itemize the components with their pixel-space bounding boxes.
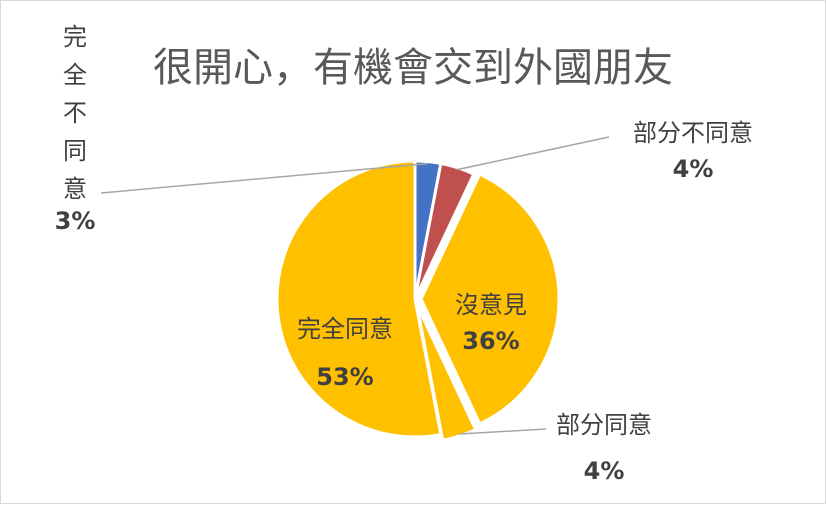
pie-slice-2 [419, 172, 561, 426]
data-label-percent-4: 53% [316, 363, 373, 391]
pie-slice-4 [275, 159, 443, 439]
data-label-percent-2: 36% [462, 327, 519, 355]
data-label-category-0: 全 [63, 61, 87, 89]
data-label-category-2: 沒意見 [455, 291, 527, 319]
pie-slice-3 [415, 304, 478, 443]
data-label-percent-0: 3% [55, 207, 96, 235]
data-label-category-0: 不 [63, 99, 87, 127]
chart-title: 很開心，有機會交到外國朋友 [153, 45, 673, 91]
data-label-category-4: 完全同意 [297, 315, 393, 343]
leader-lines [100, 136, 610, 435]
leader-line-3 [458, 428, 547, 435]
pie-slice-1 [413, 161, 476, 300]
data-label-category-3: 部分同意 [556, 411, 652, 439]
data-label-category-0: 同 [63, 137, 87, 165]
leader-line-1 [456, 136, 610, 171]
data-label-category-1: 部分不同意 [633, 119, 753, 147]
data-label-percent-3: 4% [584, 457, 625, 485]
data-label-category-0: 意 [63, 175, 87, 203]
data-label-percent-1: 4% [673, 155, 714, 183]
data-label-category-0: 完 [63, 23, 87, 51]
pie-slices [275, 159, 561, 443]
leader-line-0 [100, 162, 428, 194]
